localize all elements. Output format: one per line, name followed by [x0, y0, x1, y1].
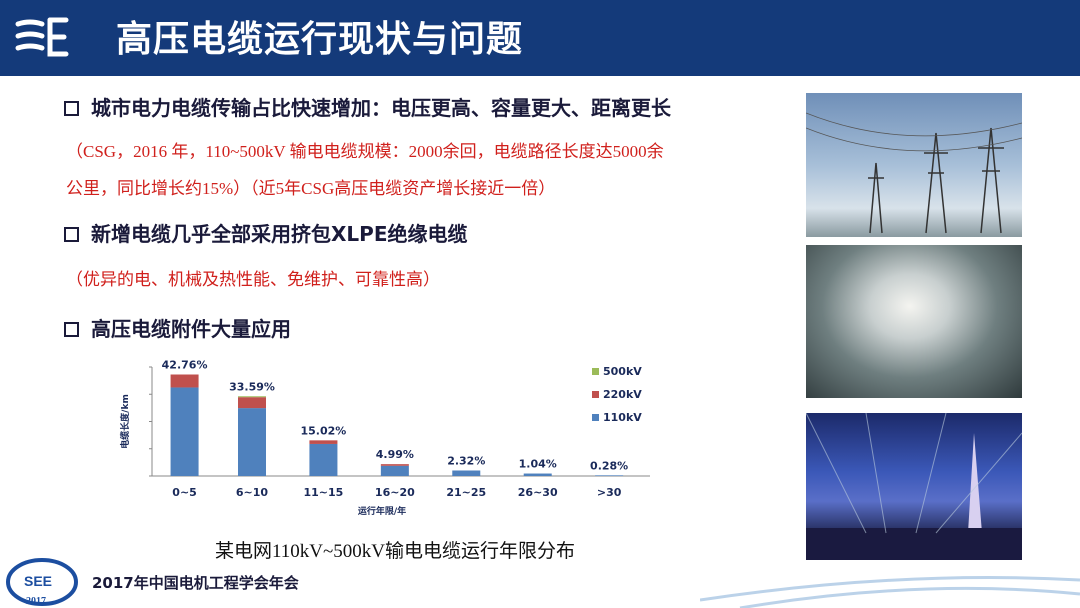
x-tick-label: 16~20: [375, 486, 415, 499]
data-label: 15.02%: [301, 424, 347, 437]
data-label: 4.99%: [376, 448, 414, 461]
bullet-1: 城市电力电缆传输占比快速增加：电压更高、容量更大、距离更长: [64, 92, 671, 121]
x-tick-label: >30: [597, 486, 622, 499]
bar-110kV-11~15: [309, 443, 338, 476]
checkbox-square-icon: [64, 101, 79, 116]
canton-tower-icon: [805, 412, 1023, 560]
legend-swatch-110kV: [592, 414, 599, 421]
bar-220kV-6~10: [238, 397, 266, 409]
bar-220kV-16~20: [380, 464, 409, 466]
x-tick-label: 26~30: [518, 486, 558, 499]
city-night-tower-photo: [805, 412, 1023, 560]
bar-110kV-6~10: [238, 408, 266, 476]
data-label: 1.04%: [519, 458, 557, 471]
decorative-swoosh: [700, 576, 1080, 608]
x-tick-label: 11~15: [304, 486, 344, 499]
checkbox-square-icon: [64, 227, 79, 242]
y-axis-label: 电缆长度/km: [119, 394, 131, 449]
bullet-3: 高压电缆附件大量应用: [64, 313, 291, 342]
tower-icon: [805, 112, 1023, 234]
bar-110kV->30: [595, 475, 624, 476]
x-tick-label: 6~10: [236, 486, 269, 499]
bullet-text: 城市电力电缆传输占比快速增加：电压更高、容量更大、距离更长: [91, 96, 671, 120]
transmission-towers-photo: [805, 93, 1023, 237]
data-label: 2.32%: [447, 454, 485, 467]
bar-110kV-16~20: [380, 465, 409, 476]
footer-conference: 2017年中国电机工程学会年会: [92, 574, 299, 592]
svg-text:2017: 2017: [26, 596, 46, 607]
note-1b: 公里，同比增长约15%）（近5年CSG高压电缆资产增长接近一倍）: [66, 179, 556, 198]
checkbox-square-icon: [64, 322, 79, 337]
bar-110kV-26~30: [523, 473, 552, 476]
legend-label: 220kV: [603, 388, 642, 401]
legend-label: 110kV: [603, 411, 642, 424]
cable-tunnel-photo: [806, 245, 1022, 398]
bar-110kV-0~5: [170, 387, 199, 476]
bullet-text: 新增电缆几乎全部采用挤包XLPE绝缘电缆: [91, 222, 468, 246]
cable-age-chart: 42.76% 0~5 33.59% 6~10 15.02% 11~15 4.99% 16~20…: [119, 358, 650, 517]
note-1a: （CSG，2016 年，110~500kV 输电电缆规模：2000余回，电缆路径…: [66, 142, 664, 161]
bullet-2: 新增电缆几乎全部采用挤包XLPE绝缘电缆: [64, 218, 467, 247]
page-title: 高压电缆运行现状与问题: [116, 19, 524, 60]
svg-text:SEE: SEE: [24, 573, 52, 589]
bar-220kV-11~15: [309, 440, 338, 444]
header-bar: 高压电缆运行现状与问题: [0, 0, 1080, 76]
legend-swatch-220kV: [592, 391, 599, 398]
legend-label: 500kV: [603, 365, 642, 378]
x-tick-label: 0~5: [172, 486, 197, 499]
data-label: 33.59%: [229, 380, 275, 393]
x-axis-label: 运行年限/年: [358, 505, 406, 517]
data-label: 42.76%: [162, 358, 208, 371]
chart-caption: 某电网110kV~500kV输电电缆运行年限分布: [215, 541, 576, 562]
bar-220kV-0~5: [170, 374, 199, 388]
data-label: 0.28%: [590, 459, 628, 472]
legend-swatch-500kV: [592, 368, 599, 375]
csg-logo-icon: [15, 17, 69, 57]
bar-110kV-21~25: [452, 470, 481, 476]
bar-500kV-6~10: [238, 396, 266, 398]
bullet-text: 高压电缆附件大量应用: [91, 317, 291, 341]
x-tick-label: 21~25: [446, 486, 486, 499]
see-logo: SEE 2017: [6, 558, 78, 607]
note-2: （优异的电、机械及热性能、免维护、可靠性高）: [66, 270, 440, 289]
